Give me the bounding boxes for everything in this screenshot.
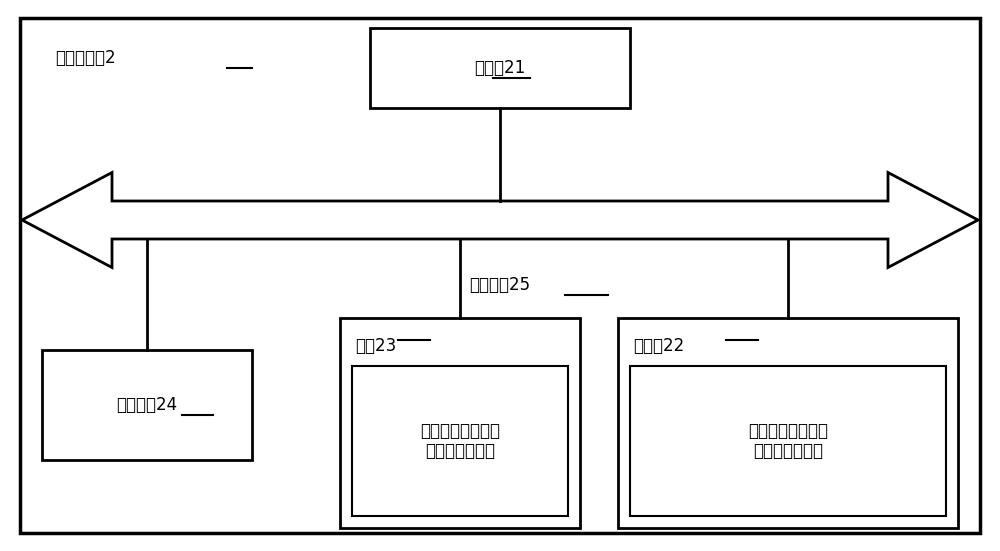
Text: 飞针测试机的测试
轴极性分配方法: 飞针测试机的测试 轴极性分配方法 xyxy=(420,422,500,461)
Bar xyxy=(42,350,252,460)
Text: 通信接口24: 通信接口24 xyxy=(116,396,178,414)
Text: 飞针测试机2: 飞针测试机2 xyxy=(55,49,116,67)
Text: 内存23: 内存23 xyxy=(355,337,396,355)
Bar xyxy=(340,318,580,528)
Text: 内部总线25: 内部总线25 xyxy=(469,276,531,294)
Text: 飞针测试机的测试
轴极性分配方法: 飞针测试机的测试 轴极性分配方法 xyxy=(748,422,828,461)
Bar xyxy=(630,366,946,516)
Bar xyxy=(618,318,958,528)
Bar xyxy=(352,366,568,516)
Text: 处理器21: 处理器21 xyxy=(474,59,526,77)
Bar xyxy=(370,28,630,108)
Text: 存储器22: 存储器22 xyxy=(633,337,684,355)
Polygon shape xyxy=(22,172,978,267)
